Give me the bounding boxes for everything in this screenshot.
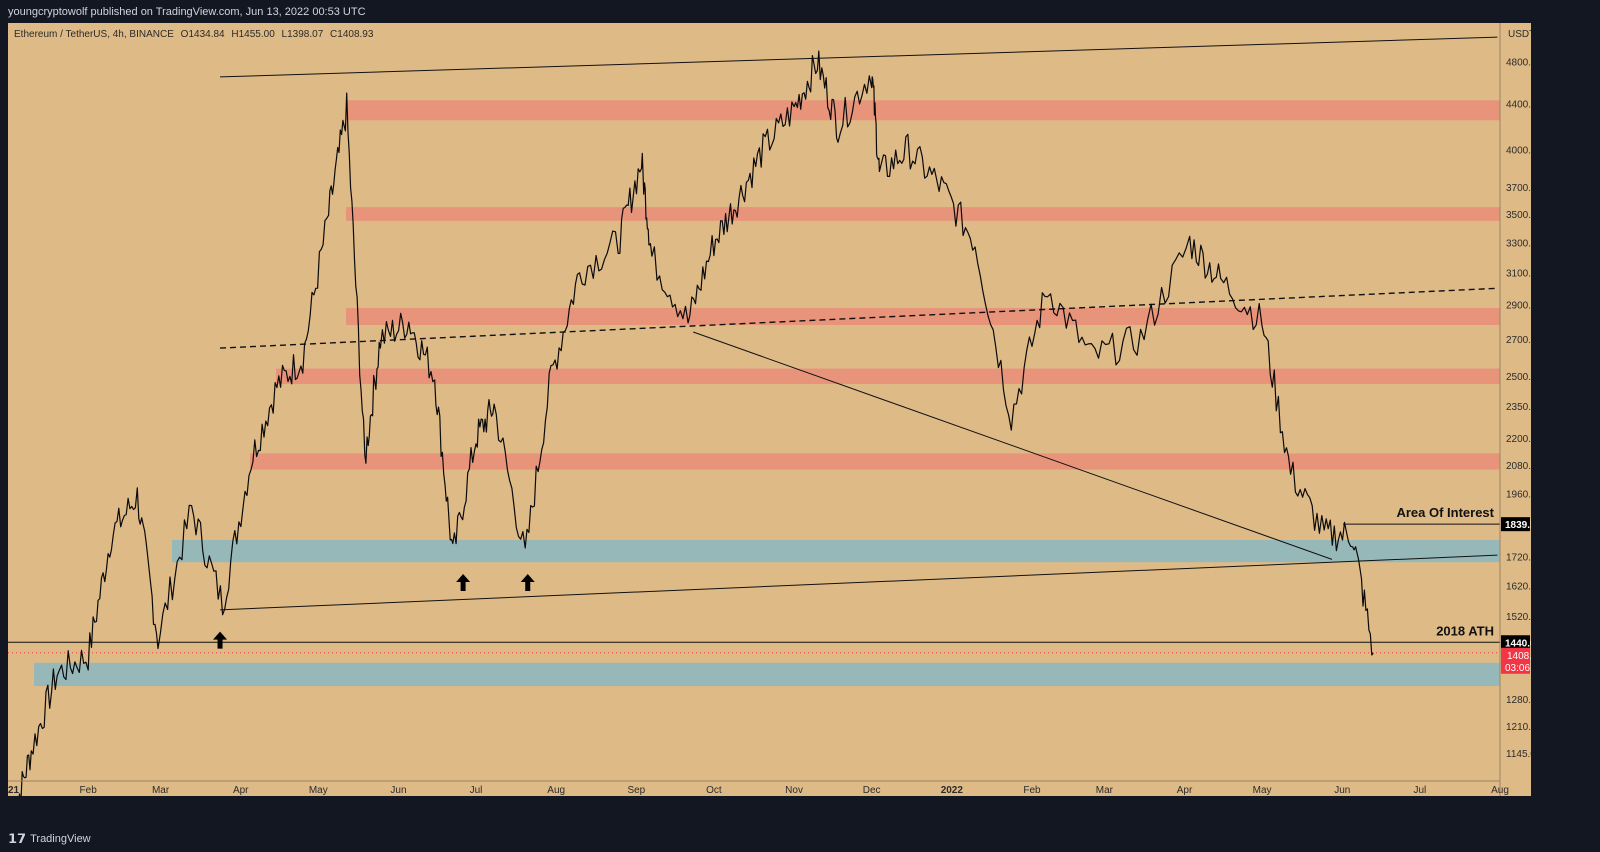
support-zone xyxy=(172,540,1500,563)
x-tick-label: Jun xyxy=(1334,785,1350,796)
x-tick-label: Nov xyxy=(785,785,803,796)
y-tick-label: 1960.00 xyxy=(1506,490,1531,501)
trendline xyxy=(220,36,1498,78)
x-tick-label: Jun xyxy=(390,785,406,796)
dashed-trendline xyxy=(220,287,1498,349)
chart-area[interactable]: Area Of Interest 2018 ATH USDT 4800.00 4400.… xyxy=(8,23,1531,796)
x-tick-label: Oct xyxy=(706,785,722,796)
x-tick-label: Feb xyxy=(1023,785,1041,796)
y-tick-label: 3500.00 xyxy=(1506,210,1531,221)
x-tick-label: 2022 xyxy=(941,785,964,796)
y-tick-label: 4400.00 xyxy=(1506,100,1531,111)
up-arrow-icon xyxy=(456,574,471,592)
y-tick-label: 3300.00 xyxy=(1506,238,1531,249)
ohlc-legend: Ethereum / TetherUS, 4h, BINANCE O1434.8… xyxy=(14,29,377,40)
symbol-name: Ethereum / TetherUS, 4h, BINANCE xyxy=(14,29,174,40)
up-arrow-icon xyxy=(213,631,228,649)
resistance-zone xyxy=(346,307,1500,326)
y-tick-label: 2900.00 xyxy=(1506,301,1531,312)
x-tick-label: Dec xyxy=(863,785,881,796)
x-tick-label: Aug xyxy=(547,785,565,796)
x-tick-label: 2021 xyxy=(8,785,20,796)
y-tick-label: 4800.00 xyxy=(1506,58,1531,69)
level-price-label: 1440.00 xyxy=(1505,638,1531,649)
y-tick-label: 4000.00 xyxy=(1506,146,1531,157)
publisher-text: youngcryptowolf published on TradingView… xyxy=(8,6,366,18)
price-series-line xyxy=(18,50,1374,796)
y-tick-label: 3700.00 xyxy=(1506,183,1531,194)
brand-text: TradingView xyxy=(30,833,91,845)
y-tick-label: 3100.00 xyxy=(1506,268,1531,279)
x-tick-label: Mar xyxy=(1096,785,1114,796)
y-tick-label: 2700.00 xyxy=(1506,335,1531,346)
resistance-zone xyxy=(250,453,1500,470)
y-tick-label: 1280.00 xyxy=(1506,695,1531,706)
last-price-tag xyxy=(1501,647,1530,674)
y-tick-label: 1520.00 xyxy=(1506,612,1531,623)
tradingview-logo-icon: 𝟭𝟳 xyxy=(8,831,27,846)
resistance-zone xyxy=(346,207,1500,221)
last-price-label: 1408.93 xyxy=(1507,651,1531,662)
x-tick-label: Sep xyxy=(627,785,645,796)
close-value: C1408.93 xyxy=(330,29,374,40)
trendline xyxy=(693,331,1333,560)
annotation-2018-ath: 2018 ATH xyxy=(1436,623,1494,638)
support-zone xyxy=(34,662,1500,687)
tradingview-brand[interactable]: 𝟭𝟳 TradingView xyxy=(8,826,91,852)
price-chart[interactable]: Area Of Interest 2018 ATH USDT 4800.00 4400.… xyxy=(8,23,1531,796)
x-tick-label: Apr xyxy=(1177,785,1193,796)
trendline xyxy=(220,554,1498,611)
y-tick-label: 2080.00 xyxy=(1506,461,1531,472)
x-tick-label: Mar xyxy=(152,785,170,796)
x-tick-label: Apr xyxy=(233,785,249,796)
y-tick-label: 1620.00 xyxy=(1506,581,1531,592)
y-tick-label: 2500.00 xyxy=(1506,372,1531,383)
y-tick-label: 1145.00 xyxy=(1506,749,1531,760)
currency-label: USDT xyxy=(1508,29,1531,40)
publisher-bar: youngcryptowolf published on TradingView… xyxy=(0,0,1600,25)
high-value: H1455.00 xyxy=(231,29,275,40)
resistance-zone xyxy=(346,100,1500,121)
x-tick-label: Aug xyxy=(1491,785,1509,796)
level-price-tag xyxy=(1501,635,1530,650)
x-tick-label: May xyxy=(1253,785,1272,796)
resistance-zone xyxy=(276,368,1500,384)
y-tick-label: 2200.00 xyxy=(1506,434,1531,445)
x-tick-label: Jul xyxy=(470,785,483,796)
annotation-area-of-interest: Area Of Interest xyxy=(1396,505,1494,520)
countdown-label: 03:06:14 xyxy=(1505,663,1531,674)
y-tick-label: 2350.00 xyxy=(1506,402,1531,413)
y-tick-label: 1210.00 xyxy=(1506,722,1531,733)
low-value: L1398.07 xyxy=(281,29,324,40)
level-price-tag xyxy=(1501,517,1530,532)
x-tick-label: May xyxy=(309,785,328,796)
x-tick-label: Jul xyxy=(1413,785,1426,796)
y-tick-label: 1720.00 xyxy=(1506,553,1531,564)
open-value: O1434.84 xyxy=(180,29,225,40)
level-price-label: 1839.50 xyxy=(1505,520,1531,531)
x-tick-label: Feb xyxy=(80,785,98,796)
footer-bar: 𝟭𝟳 TradingView xyxy=(0,826,1600,852)
up-arrow-icon xyxy=(520,574,535,592)
